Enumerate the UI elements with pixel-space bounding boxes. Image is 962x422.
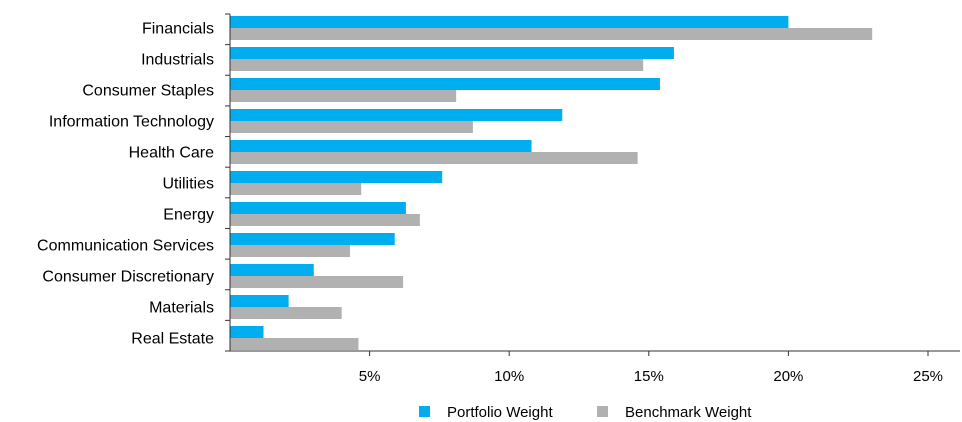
bar-benchmark-weight-communication-services — [230, 245, 351, 257]
category-label-consumer-staples: Consumer Staples — [82, 83, 214, 100]
bars-layer — [230, 16, 873, 350]
bar-benchmark-weight-industrials — [230, 59, 644, 71]
bar-portfolio-weight-financials — [230, 16, 789, 28]
bar-benchmark-weight-consumer-discretionary — [230, 276, 404, 288]
category-label-health-care: Health Care — [129, 145, 214, 162]
legend-swatch-benchmark-weight — [597, 406, 608, 417]
bar-benchmark-weight-materials — [230, 307, 342, 319]
category-label-real-estate: Real Estate — [131, 331, 214, 348]
bar-portfolio-weight-health-care — [230, 140, 532, 152]
category-label-consumer-discretionary: Consumer Discretionary — [42, 269, 214, 286]
bar-portfolio-weight-real-estate — [230, 326, 264, 338]
bar-benchmark-weight-energy — [230, 214, 420, 226]
category-label-energy: Energy — [163, 207, 214, 224]
category-label-financials: Financials — [142, 21, 214, 38]
x-tick-label-25: 25% — [913, 368, 943, 385]
bar-benchmark-weight-real-estate — [230, 338, 359, 350]
x-tick-label-20: 20% — [773, 368, 803, 385]
legend: Portfolio Weight Benchmark Weight — [419, 404, 752, 421]
bar-portfolio-weight-consumer-staples — [230, 78, 660, 90]
bar-portfolio-weight-communication-services — [230, 233, 395, 245]
x-tick-label-10: 10% — [494, 368, 524, 385]
bar-benchmark-weight-financials — [230, 28, 873, 40]
x-tick-label-5: 5% — [359, 368, 381, 385]
bar-benchmark-weight-utilities — [230, 183, 362, 195]
category-label-industrials: Industrials — [141, 52, 214, 69]
bar-portfolio-weight-materials — [230, 295, 289, 307]
legend-label-portfolio-weight: Portfolio Weight — [447, 404, 553, 421]
bar-benchmark-weight-consumer-staples — [230, 90, 457, 102]
x-tick-label-15: 15% — [634, 368, 664, 385]
category-labels: Financials Industrials Consumer Staples Inf… — [37, 21, 214, 348]
bar-benchmark-weight-information-technology — [230, 121, 473, 133]
bar-portfolio-weight-energy — [230, 202, 406, 214]
axes-layer — [225, 13, 960, 356]
bar-portfolio-weight-information-technology — [230, 109, 563, 121]
bar-benchmark-weight-health-care — [230, 152, 638, 164]
bar-portfolio-weight-utilities — [230, 171, 443, 183]
category-label-materials: Materials — [149, 300, 214, 317]
category-label-utilities: Utilities — [162, 176, 214, 193]
x-tick-labels: 5% 10% 15% 20% 25% — [359, 368, 943, 385]
bar-portfolio-weight-consumer-discretionary — [230, 264, 314, 276]
bar-portfolio-weight-industrials — [230, 47, 674, 59]
legend-swatch-portfolio-weight — [419, 406, 430, 417]
category-label-communication-services: Communication Services — [37, 238, 214, 255]
legend-label-benchmark-weight: Benchmark Weight — [625, 404, 752, 421]
category-label-information-technology: Information Technology — [49, 114, 214, 131]
